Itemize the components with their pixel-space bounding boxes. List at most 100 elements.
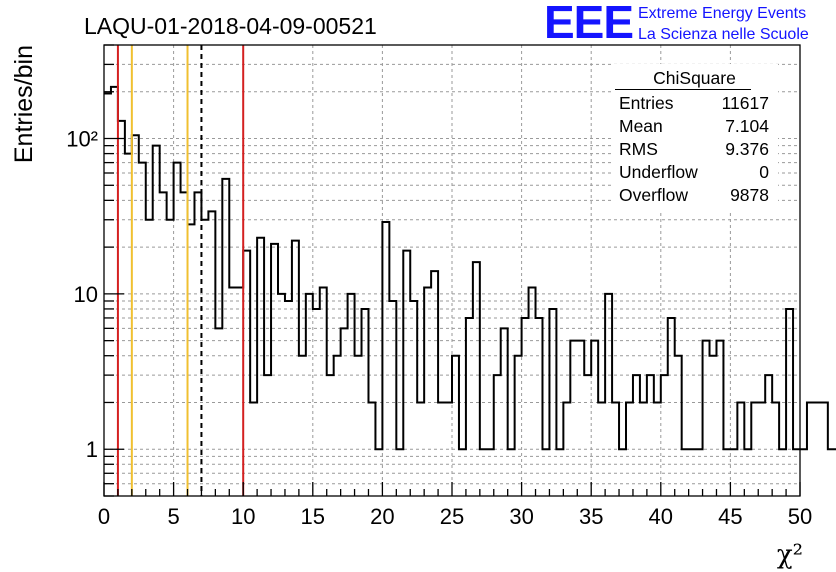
histogram-bin [765, 375, 772, 496]
histogram-bin [529, 287, 536, 496]
stats-row-mean: Mean 7.104 [619, 116, 769, 138]
histogram-bin [410, 301, 417, 496]
histogram-bin [633, 375, 640, 496]
histogram-bin [807, 402, 814, 496]
x-tick-label: 30 [509, 504, 533, 529]
x-tick-label: 40 [649, 504, 673, 529]
histogram-bin [570, 341, 577, 496]
axis-ticks [103, 44, 801, 497]
histogram-bin [647, 375, 654, 496]
x-tick-label: 10 [231, 504, 255, 529]
histogram-bin [556, 449, 563, 496]
histogram-bin [584, 375, 591, 496]
histogram-bin [703, 341, 710, 496]
histogram-bin [605, 294, 612, 496]
y-tick-label: 1 [86, 437, 98, 462]
histogram-bin [167, 220, 174, 496]
histogram-bin [327, 375, 334, 496]
x-tick-label: 35 [579, 504, 603, 529]
histogram-bin [779, 449, 786, 496]
stat-value: 9.376 [725, 139, 769, 159]
histogram-bin [215, 328, 222, 496]
histogram-bin [501, 328, 508, 496]
histogram-bin [786, 309, 793, 496]
stat-label: Mean [619, 116, 663, 136]
stats-row-entries: Entries 11617 [619, 93, 769, 115]
stats-box: ChiSquare Entries 11617 Mean 7.104 RMS 9… [611, 64, 778, 210]
histogram-bin [793, 449, 800, 496]
histogram-bin [257, 238, 264, 496]
histogram-bin [355, 356, 362, 496]
y-axis-label: Entries/bin [10, 45, 38, 163]
histogram-bin [118, 121, 125, 496]
histogram-bin [689, 449, 696, 496]
threshold-lines [116, 45, 245, 496]
histogram-bin [828, 449, 835, 496]
histogram-bin [494, 375, 501, 496]
x-tick-label: 25 [440, 504, 464, 529]
tick-labels: 0 5 10 15 20 25 30 35 40 45 50 1 10 10² [66, 127, 812, 529]
histogram-bin [549, 309, 556, 496]
histogram-bin [452, 356, 459, 496]
histogram-bin [278, 294, 285, 496]
x-tick-label: 0 [98, 504, 110, 529]
stat-label: Entries [619, 93, 674, 113]
histogram-bin [723, 449, 730, 496]
y-tick-label: 10 [74, 282, 98, 307]
histogram-bin [696, 449, 703, 496]
histogram-bin [466, 318, 473, 496]
histogram-bin [306, 294, 313, 496]
histogram-bin [334, 356, 341, 496]
eee-brand: EEE Extreme Energy Events La Scienza nel… [540, 0, 836, 48]
histogram-bin [431, 271, 438, 496]
histogram-bin [821, 402, 828, 496]
histogram-bin [160, 192, 167, 496]
histogram-bin [619, 449, 626, 496]
histogram-bin [758, 402, 765, 496]
histogram-bin [362, 309, 369, 496]
histogram-bin [320, 287, 327, 496]
histogram-bin [487, 449, 494, 496]
histogram-bin [271, 244, 278, 496]
histogram-bin [730, 449, 737, 496]
histogram-bin [299, 356, 306, 496]
histogram-bin [640, 402, 647, 496]
histogram-bin [445, 402, 452, 496]
histogram-bin [285, 301, 292, 496]
brand-line-1: Extreme Energy Events [638, 5, 807, 22]
stats-title-underline [615, 89, 751, 90]
histogram-bin [417, 402, 424, 496]
x-tick-label: 15 [301, 504, 325, 529]
y-tick-label: 10² [66, 127, 98, 152]
histogram-bin [800, 449, 807, 496]
histogram-bin [542, 449, 549, 496]
histogram-bin [382, 222, 389, 496]
histogram-bin [313, 309, 320, 496]
histogram-bin [403, 251, 410, 496]
histogram-bin [459, 449, 466, 496]
histogram-bin [508, 449, 515, 496]
histogram-bin [737, 402, 744, 496]
histogram-bin [111, 87, 118, 496]
stat-label: Overflow [619, 185, 689, 205]
histogram-bin [744, 449, 751, 496]
histogram-bin [229, 287, 236, 496]
x-tick-label: 45 [718, 504, 742, 529]
x-tick-label: 5 [167, 504, 179, 529]
histogram-bin [174, 163, 181, 496]
x-axis-label: χ² [777, 540, 803, 570]
stats-row-rms: RMS 9.376 [619, 139, 769, 161]
histogram-bin [222, 179, 229, 496]
histogram-bin [389, 301, 396, 496]
histogram-bin [438, 402, 445, 496]
brand-line-2: La Scienza nelle Scuole [638, 26, 809, 43]
histogram-bin [577, 341, 584, 496]
histogram-bin [243, 251, 250, 496]
stat-label: Underflow [619, 162, 698, 182]
histogram-bin [194, 192, 201, 496]
histogram-bin [772, 402, 779, 496]
histogram-bin [515, 356, 522, 496]
stat-label: RMS [619, 139, 658, 159]
histogram-bin [264, 375, 271, 496]
histogram-bin [153, 146, 160, 496]
